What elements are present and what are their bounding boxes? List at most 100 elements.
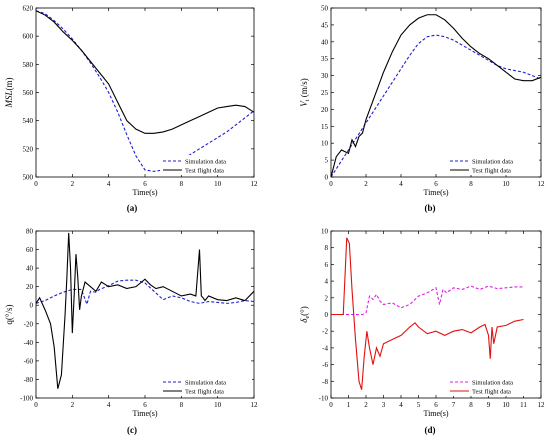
y-tick-label: 15 <box>321 123 329 131</box>
x-tick-label: 2 <box>364 180 368 188</box>
x-tick-label: 1 <box>347 401 351 409</box>
legend: Simulation data Test flight data <box>447 376 539 396</box>
y-tick-label: 0 <box>30 302 34 310</box>
x-tick-label: 10 <box>503 401 511 409</box>
x-tick-label: 6 <box>434 180 438 188</box>
legend-box <box>160 155 252 175</box>
x-tick-label: 8 <box>469 401 473 409</box>
y-axis-label-subscript: e <box>305 316 311 319</box>
x-tick-label: 6 <box>434 401 438 409</box>
y-tick-label: -40 <box>24 339 34 347</box>
y-tick-label: 5 <box>325 157 329 165</box>
x-tick-label: 4 <box>107 401 111 409</box>
y-tick-label: -6 <box>322 361 328 369</box>
y-tick-label: -80 <box>24 376 34 384</box>
legend-entry: Test flight data <box>185 389 224 396</box>
x-tick-label: 3 <box>382 401 386 409</box>
x-axis-label: Time(s) <box>132 409 157 418</box>
y-tick-label: 45 <box>321 21 329 29</box>
x-tick-label: 0 <box>34 180 38 188</box>
series-line-simulation-data <box>331 285 524 316</box>
chart-panel-4: 0 1 2 3 4 5 6 7 8 9 10 11 12-10-8-6-4-20246810Time(s… <box>299 228 545 436</box>
x-tick-label: 12 <box>538 401 546 409</box>
x-axis-label: Time(s) <box>132 188 157 197</box>
y-tick-label: 8 <box>325 244 329 252</box>
series-line-test-flight-data <box>36 232 254 389</box>
y-tick-label: 2 <box>325 294 329 302</box>
y-tick-label: -4 <box>322 344 328 352</box>
legend-entry: Simulation data <box>472 159 513 166</box>
x-tick-label: 0 <box>329 401 333 409</box>
chart-panel-1: 0 2 4 6 8 10 12 500 520 540 560 580 600 620 Time(s) MSL… <box>4 5 258 214</box>
y-axis-label: δe(°) <box>299 306 311 322</box>
y-tick-label: -20 <box>24 320 34 328</box>
y-tick-label: 10 <box>321 228 329 236</box>
y-tick-label: 6 <box>325 261 329 269</box>
series-line-simulation-data <box>36 10 254 172</box>
panel-label: (d) <box>425 425 436 435</box>
x-tick-label: 2 <box>71 180 75 188</box>
legend: Simulation data Test flight data <box>160 376 252 396</box>
panel-label: (a) <box>127 203 138 213</box>
legend: Simulation data Test flight data <box>160 155 252 175</box>
y-axis-label-unit: (°/s) <box>4 304 14 320</box>
y-tick-label: 25 <box>321 89 329 97</box>
series-line-simulation-data <box>331 34 541 177</box>
x-tick-label: 8 <box>180 401 184 409</box>
y-tick-label: 40 <box>321 38 329 46</box>
y-tick-label: 620 <box>23 5 34 13</box>
series-line-simulation-data <box>36 279 254 307</box>
legend-entry: Test flight data <box>472 389 511 396</box>
y-tick-label: -10 <box>319 395 329 403</box>
x-tick-label: 2 <box>71 401 75 409</box>
legend-entry: Simulation data <box>185 380 226 387</box>
y-tick-label: 35 <box>321 55 329 63</box>
x-tick-label: 4 <box>107 180 111 188</box>
y-axis-label-symbol: V <box>299 100 309 107</box>
x-tick-label: 9 <box>487 401 491 409</box>
panel-label: (b) <box>425 203 436 213</box>
panel-label: (c) <box>127 425 137 435</box>
x-tick-label: 4 <box>399 401 403 409</box>
series-line-test-flight-data <box>331 237 524 390</box>
y-axis-label: MSL(m) <box>4 77 14 108</box>
y-tick-label: -60 <box>24 357 34 365</box>
legend-entry: Test flight data <box>185 168 224 175</box>
x-tick-label: 0 <box>329 180 333 188</box>
x-tick-label: 2 <box>364 401 368 409</box>
x-axis-label: Time(s) <box>423 188 448 197</box>
y-tick-label: -8 <box>322 378 328 386</box>
x-tick-label: 7 <box>452 401 456 409</box>
y-tick-label: 20 <box>26 283 34 291</box>
x-tick-label: 4 <box>399 180 403 188</box>
series-line-test-flight-data <box>331 14 541 177</box>
y-tick-label: 30 <box>321 72 329 80</box>
x-tick-label: 10 <box>214 180 222 188</box>
x-tick-label: 11 <box>520 401 527 409</box>
y-tick-label: 50 <box>321 5 329 13</box>
x-tick-label: 8 <box>180 180 184 188</box>
x-axis-label: Time(s) <box>423 409 448 418</box>
x-tick-label: 6 <box>143 401 147 409</box>
y-tick-label: 600 <box>23 33 34 41</box>
y-tick-label: -2 <box>322 328 328 336</box>
series-line-test-flight-data <box>36 10 254 134</box>
x-tick-label: 10 <box>214 401 222 409</box>
x-tick-label: 5 <box>417 401 421 409</box>
legend-entry: Simulation data <box>472 380 513 387</box>
y-tick-label: 560 <box>23 89 34 97</box>
chart-panel-2: 0 2 4 6 8 10 12 0 5 10 15 20 25 30 35 40 45 50 Time(s) Vt (… <box>299 5 545 214</box>
y-tick-label: 520 <box>23 145 34 153</box>
legend-entry: Test flight data <box>472 168 511 175</box>
y-tick-label: 10 <box>321 140 329 148</box>
y-axis-label-symbol: q <box>4 320 14 325</box>
x-tick-label: 6 <box>143 180 147 188</box>
x-tick-label: 0 <box>34 401 38 409</box>
legend-box <box>160 376 252 396</box>
y-tick-label: 4 <box>325 278 329 286</box>
y-tick-label: 60 <box>26 246 34 254</box>
x-tick-label: 12 <box>251 180 259 188</box>
y-axis-label: Vt (m/s) <box>299 78 311 106</box>
legend-entry: Simulation data <box>185 159 226 166</box>
